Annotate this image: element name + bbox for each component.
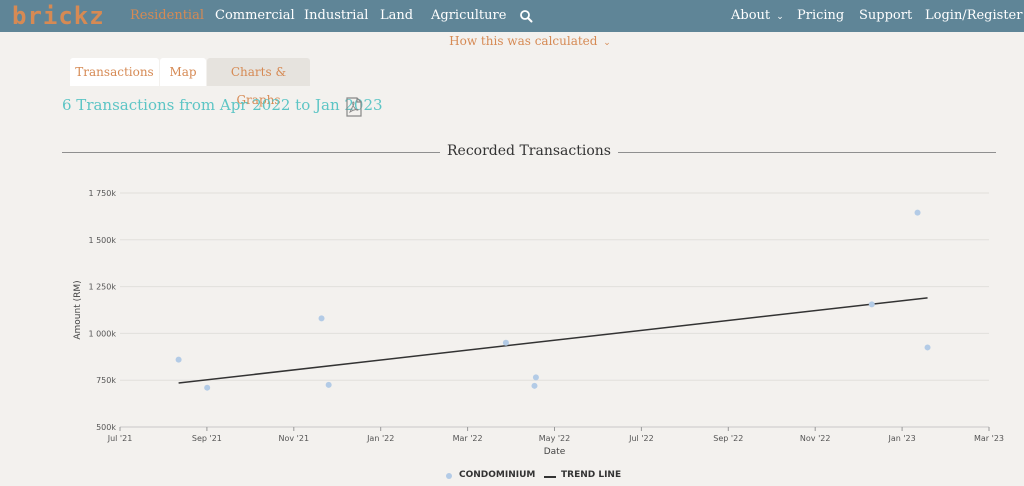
chart-section-title: Recorded Transactions — [447, 143, 611, 159]
x-tick-label: Mar '22 — [453, 434, 483, 443]
chevron-down-icon: ⌄ — [776, 12, 784, 22]
nav-industrial[interactable]: Industrial — [304, 8, 369, 23]
nav-land[interactable]: Land — [380, 8, 414, 23]
trend-legend-marker — [544, 476, 556, 478]
condominium-legend-marker — [446, 473, 452, 479]
x-tick-label: May '22 — [539, 434, 570, 443]
section-divider-right — [618, 152, 996, 153]
nav-login-register[interactable]: Login/Register — [925, 8, 1023, 23]
pdf-icon[interactable] — [345, 97, 363, 117]
data-point — [532, 374, 539, 381]
tab-charts-graphs[interactable]: Charts & Graphs — [207, 58, 310, 107]
x-tick-label: Mar '23 — [974, 434, 1004, 443]
y-tick-label: 500k — [96, 423, 116, 432]
trend-line — [178, 297, 928, 384]
transactions-scatter-chart: 500k 750k 1 000k 1 250k 1 500k 1 750k Jul '21 S… — [73, 189, 1004, 457]
data-point — [325, 381, 332, 388]
data-point — [502, 339, 509, 346]
data-point — [531, 382, 538, 389]
y-tick-label: 1 250k — [88, 283, 116, 292]
data-point — [175, 356, 182, 363]
nav-agriculture[interactable]: Agriculture — [431, 8, 507, 23]
chevron-down-icon: ⌄ — [603, 38, 611, 48]
how-calculated-label: How this was calculated — [449, 34, 598, 48]
nav-about-label: About — [731, 8, 771, 23]
y-tick-label: 750k — [96, 376, 116, 385]
nav-residential[interactable]: Residential — [130, 8, 204, 23]
y-tick-label: 1 750k — [88, 189, 116, 198]
x-tick-label: Nov '21 — [279, 434, 310, 443]
x-tick-label: Jan '22 — [366, 434, 394, 443]
y-tick-label: 1 500k — [88, 236, 116, 245]
data-point — [868, 301, 875, 308]
how-calculated-link[interactable]: How this was calculated ⌄ — [0, 34, 1024, 48]
data-point — [318, 315, 325, 322]
data-point — [204, 384, 211, 391]
legend-trend-line[interactable]: TREND LINE — [561, 470, 622, 480]
section-divider-left — [62, 152, 440, 153]
x-tick-label: Jul '21 — [107, 434, 133, 443]
transactions-summary-title: 6 Transactions from Apr 2022 to Jan 2023 — [62, 96, 383, 114]
search-icon[interactable] — [519, 9, 533, 23]
data-point — [924, 344, 931, 351]
tab-map[interactable]: Map — [160, 58, 206, 86]
top-nav-bar: brickz Residential Commercial Industrial… — [0, 0, 1024, 32]
x-tick-label: Sep '21 — [192, 434, 222, 443]
x-tick-label: Sep '22 — [713, 434, 743, 443]
legend-condominium[interactable]: CONDOMINIUM — [459, 470, 536, 480]
data-point — [914, 209, 921, 216]
x-axis-label: Date — [544, 447, 566, 457]
tab-transactions[interactable]: Transactions — [70, 58, 159, 86]
nav-pricing[interactable]: Pricing — [797, 8, 845, 23]
x-tick-label: Nov '22 — [800, 434, 831, 443]
chart-legend: CONDOMINIUM TREND LINE — [0, 470, 1024, 484]
nav-support[interactable]: Support — [859, 8, 913, 23]
nav-commercial[interactable]: Commercial — [215, 8, 295, 23]
y-axis-label: Amount (RM) — [73, 280, 83, 339]
nav-about[interactable]: About ⌄ — [731, 0, 784, 32]
x-tick-label: Jan '23 — [887, 434, 915, 443]
y-tick-label: 1 000k — [88, 329, 116, 338]
brand-logo[interactable]: brickz — [12, 2, 105, 30]
x-tick-label: Jul '22 — [628, 434, 654, 443]
